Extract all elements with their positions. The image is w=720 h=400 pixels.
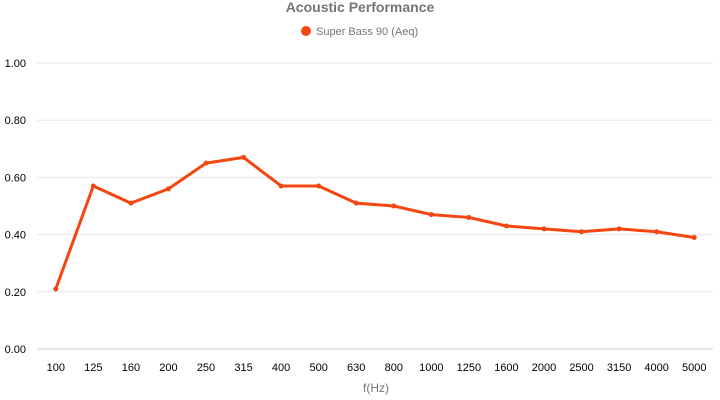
data-point[interactable] <box>128 200 134 206</box>
data-point[interactable] <box>541 226 547 232</box>
legend-marker <box>301 26 311 36</box>
x-tick-label: 200 <box>159 362 177 374</box>
data-point[interactable] <box>316 183 322 189</box>
data-point[interactable] <box>241 154 247 160</box>
x-tick-label: 125 <box>84 362 102 374</box>
gridlines <box>37 62 713 350</box>
x-tick-label: 5000 <box>682 362 706 374</box>
data-point[interactable] <box>353 200 359 206</box>
series-layer <box>53 154 697 292</box>
data-point[interactable] <box>654 229 660 235</box>
data-point[interactable] <box>691 234 697 240</box>
x-tick-label: 3150 <box>607 362 631 374</box>
legend-label: Super Bass 90 (Aeq) <box>316 26 418 38</box>
data-point[interactable] <box>165 186 171 192</box>
x-tick-label: 4000 <box>644 362 668 374</box>
x-tick-label: 250 <box>197 362 215 374</box>
x-tick-label: 630 <box>347 362 365 374</box>
data-point[interactable] <box>278 183 284 189</box>
x-tick-label: 400 <box>272 362 290 374</box>
x-axis-ticks: 100 125 160 200 250 315 400 500 630 800 1000 1250 16… <box>47 362 707 374</box>
chart-title: Acoustic Performance <box>286 0 435 15</box>
x-tick-label: 160 <box>122 362 140 374</box>
data-point[interactable] <box>428 212 434 218</box>
y-tick-label: 1.00 <box>5 58 26 70</box>
y-tick-label: 0.20 <box>5 287 26 299</box>
data-point[interactable] <box>616 226 622 232</box>
x-axis-title: f(Hz) <box>363 381 389 395</box>
series-line <box>54 155 696 291</box>
data-point[interactable] <box>579 229 585 235</box>
data-point[interactable] <box>90 183 96 189</box>
x-tick-label: 800 <box>385 362 403 374</box>
data-point[interactable] <box>503 223 509 229</box>
y-axis-ticks: 0.00 0.20 0.40 0.60 0.80 1.00 <box>5 58 26 356</box>
x-tick-label: 1600 <box>494 362 518 374</box>
x-tick-label: 100 <box>47 362 65 374</box>
x-tick-label: 315 <box>234 362 252 374</box>
x-tick-label: 1250 <box>457 362 481 374</box>
data-point[interactable] <box>391 203 397 209</box>
data-point[interactable] <box>53 286 59 292</box>
y-tick-label: 0.60 <box>5 172 26 184</box>
x-tick-label: 2000 <box>532 362 556 374</box>
y-tick-label: 0.80 <box>5 115 26 127</box>
x-tick-label: 500 <box>309 362 327 374</box>
legend[interactable]: Super Bass 90 (Aeq) <box>301 26 418 38</box>
x-tick-label: 1000 <box>419 362 443 374</box>
y-tick-label: 0.00 <box>5 344 26 356</box>
data-point[interactable] <box>466 214 472 220</box>
y-tick-label: 0.40 <box>5 230 26 242</box>
data-point[interactable] <box>203 160 209 166</box>
x-tick-label: 2500 <box>569 362 593 374</box>
